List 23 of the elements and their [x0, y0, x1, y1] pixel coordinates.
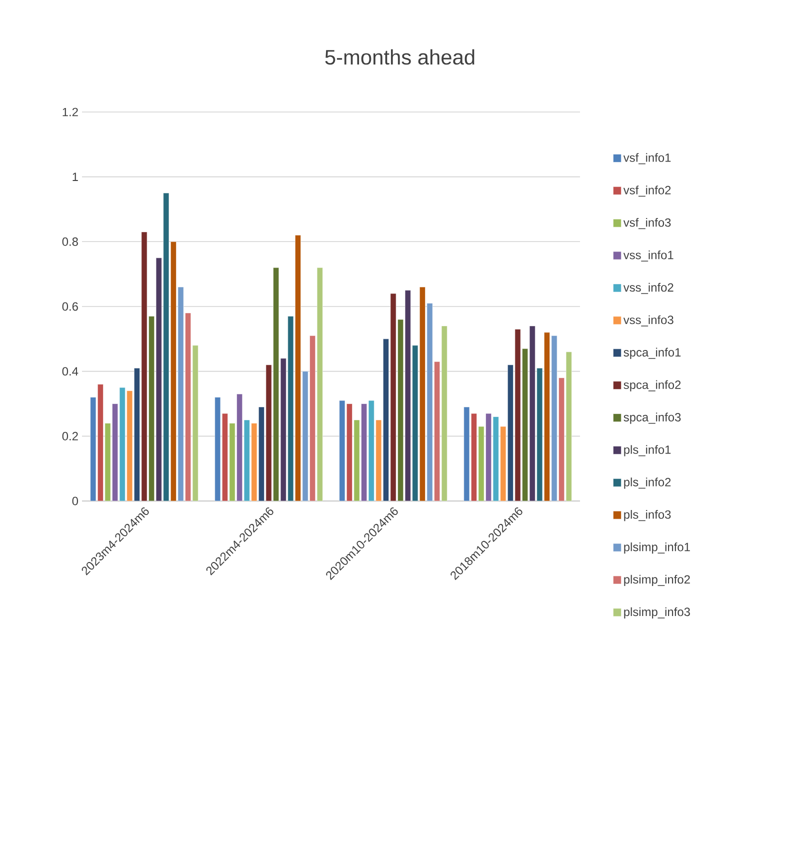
- legend-label: pls_info2: [624, 478, 671, 489]
- y-tick-label: 0.2: [62, 432, 78, 440]
- legend-label: vsf_info3: [623, 218, 671, 230]
- y-tick-label: 1.2: [62, 108, 78, 116]
- legend-label: vss_info2: [623, 282, 674, 294]
- legend-label: vsf_info2: [623, 186, 671, 197]
- y-tick-label: 0.6: [62, 302, 78, 311]
- y-tick-label: 0.4: [62, 367, 78, 376]
- legend-label: plsimp_info2: [624, 574, 690, 586]
- legend-label: vss_info3: [623, 315, 674, 326]
- legend-label: vsf_info1: [623, 153, 671, 164]
- y-tick-label: 1: [72, 172, 78, 181]
- legend-label: plsimp_info1: [624, 542, 690, 554]
- legend-label: spca_info2: [624, 380, 681, 392]
- legend-label: vss_info1: [623, 250, 674, 262]
- legend-label: spca_info3: [624, 412, 681, 424]
- legend-label: plsimp_info3: [624, 607, 690, 618]
- legend-label: pls_info3: [624, 510, 671, 522]
- y-tick-label: 0: [72, 496, 78, 506]
- legend-label: spca_info1: [624, 348, 681, 359]
- y-tick-label: 0.8: [62, 237, 78, 246]
- legend-label: pls_info1: [624, 445, 671, 456]
- chart-title: 5-months ahead: [325, 49, 474, 65]
